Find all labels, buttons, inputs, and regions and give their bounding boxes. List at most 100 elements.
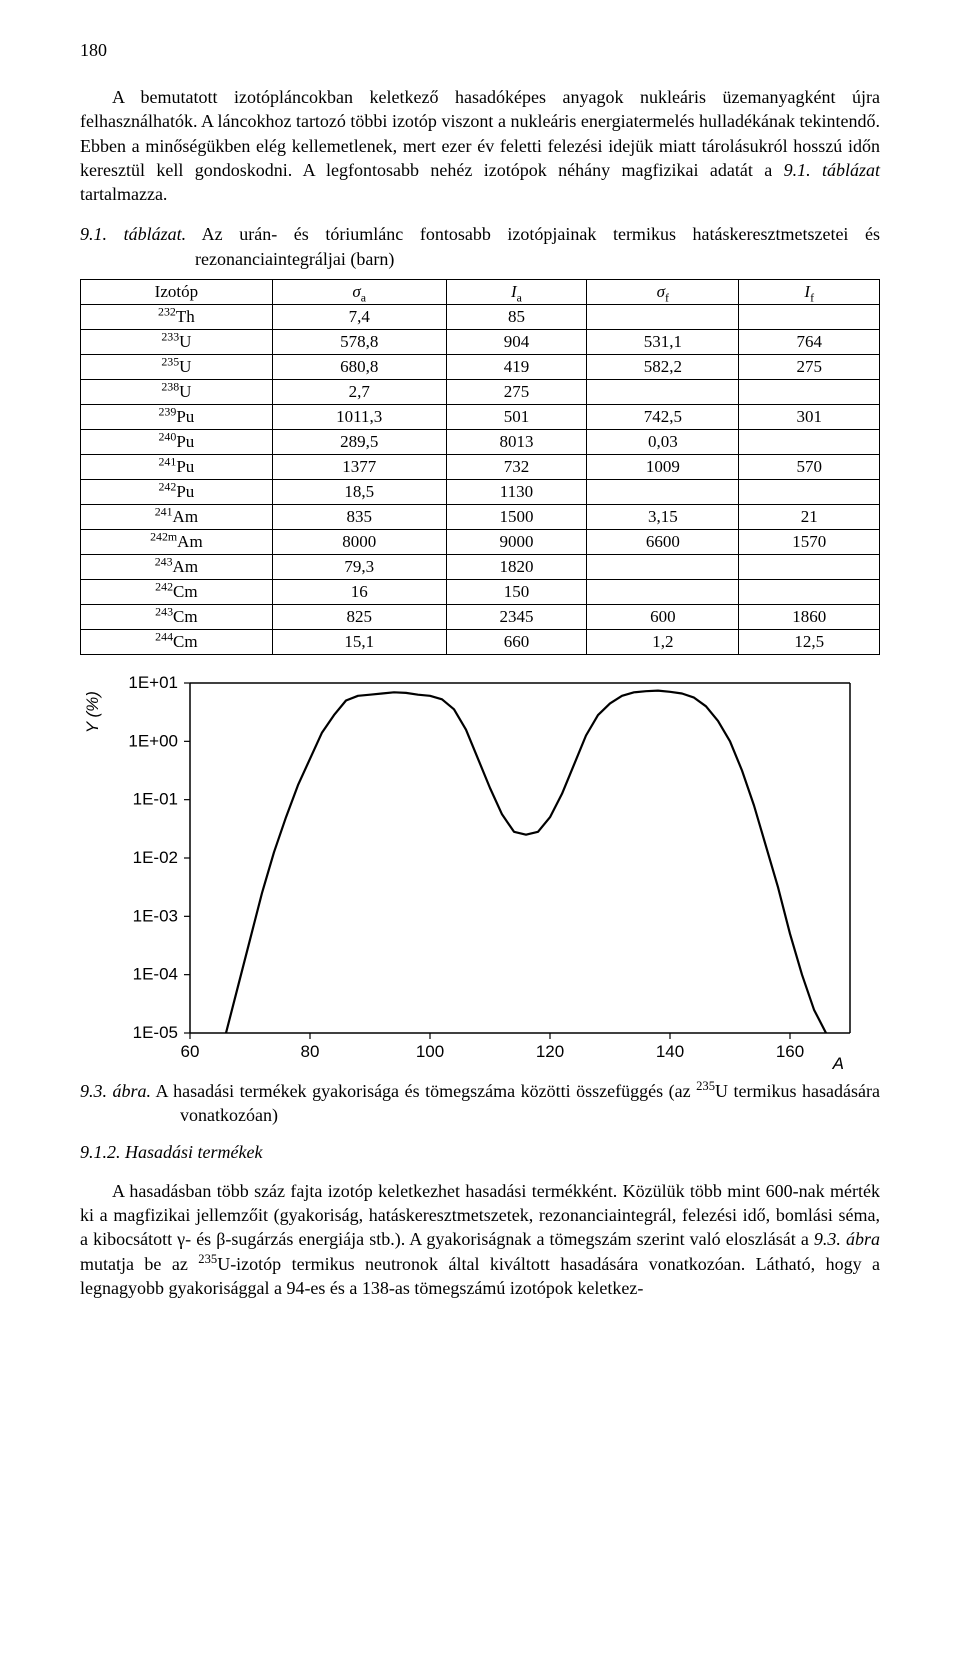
value-cell: 1130 <box>446 480 587 505</box>
table-row: 233U578,8904531,1764 <box>81 330 880 355</box>
value-cell: 1,2 <box>587 630 739 655</box>
table-row: 242Cm16150 <box>81 580 880 605</box>
isotope-cell: 239Pu <box>81 405 273 430</box>
value-cell: 742,5 <box>587 405 739 430</box>
table-header-row: Izotóp σa Ia σf If <box>81 280 880 305</box>
svg-text:1E-04: 1E-04 <box>133 965 178 984</box>
value-cell <box>587 305 739 330</box>
svg-text:60: 60 <box>181 1042 200 1061</box>
table-row: 238U2,7275 <box>81 380 880 405</box>
value-cell: 7,4 <box>272 305 446 330</box>
para2-iso-pre: 235 <box>198 1252 217 1266</box>
isotope-cell: 242Cm <box>81 580 273 605</box>
value-cell: 1500 <box>446 505 587 530</box>
value-cell: 21 <box>739 505 880 530</box>
value-cell: 825 <box>272 605 446 630</box>
value-cell: 275 <box>446 380 587 405</box>
value-cell: 85 <box>446 305 587 330</box>
section-heading: 9.1.2. Hasadási termékek <box>80 1142 880 1163</box>
value-cell: 8013 <box>446 430 587 455</box>
svg-text:120: 120 <box>536 1042 564 1061</box>
isotope-cell: 238U <box>81 380 273 405</box>
value-cell: 419 <box>446 355 587 380</box>
para1-tail: tartalmazza. <box>80 184 167 204</box>
value-cell: 0,03 <box>587 430 739 455</box>
table-row: 239Pu1011,3501742,5301 <box>81 405 880 430</box>
value-cell: 531,1 <box>587 330 739 355</box>
table-row: 242mAm8000900066001570 <box>81 530 880 555</box>
page-number: 180 <box>80 40 880 61</box>
table-row: 241Am83515003,1521 <box>81 505 880 530</box>
isotope-cell: 242Pu <box>81 480 273 505</box>
para2-iso-sym: U <box>217 1254 230 1274</box>
figure-number: 9.3. ábra. <box>80 1081 151 1101</box>
svg-text:1E+01: 1E+01 <box>128 673 178 692</box>
value-cell: 301 <box>739 405 880 430</box>
value-cell: 12,5 <box>739 630 880 655</box>
value-cell <box>739 480 880 505</box>
value-cell <box>739 305 880 330</box>
table-caption-rest: Az urán- és tóriumlánc fontosabb izotópj… <box>186 224 880 268</box>
para2-b: mutatja be az <box>80 1254 198 1274</box>
svg-text:100: 100 <box>416 1042 444 1061</box>
svg-text:1E-02: 1E-02 <box>133 848 178 867</box>
isotope-cell: 235U <box>81 355 273 380</box>
paragraph-2: A hasadásban több száz fajta izotóp kele… <box>80 1179 880 1300</box>
table-row: 243Cm82523456001860 <box>81 605 880 630</box>
value-cell: 835 <box>272 505 446 530</box>
value-cell <box>739 580 880 605</box>
value-cell <box>739 380 880 405</box>
para1-ref: 9.1. táblázat <box>784 160 880 180</box>
value-cell: 680,8 <box>272 355 446 380</box>
para2-ref: 9.3. ábra <box>814 1229 880 1249</box>
value-cell: 1011,3 <box>272 405 446 430</box>
isotope-cell: 232Th <box>81 305 273 330</box>
table-row: 243Am79,31820 <box>81 555 880 580</box>
isotope-cell: 241Am <box>81 505 273 530</box>
svg-text:160: 160 <box>776 1042 804 1061</box>
figure-iso-sym: U <box>715 1081 728 1101</box>
figure-iso-pre: 235 <box>696 1079 715 1093</box>
col-I-f: If <box>739 280 880 305</box>
isotope-cell: 233U <box>81 330 273 355</box>
fission-yield-chart: 1E-051E-041E-031E-021E-011E+001E+0160801… <box>80 673 880 1073</box>
value-cell: 1009 <box>587 455 739 480</box>
value-cell: 3,15 <box>587 505 739 530</box>
value-cell: 9000 <box>446 530 587 555</box>
isotope-cell: 241Pu <box>81 455 273 480</box>
table-caption: 9.1. táblázat. Az urán- és tóriumlánc fo… <box>80 222 880 271</box>
value-cell: 16 <box>272 580 446 605</box>
value-cell: 570 <box>739 455 880 480</box>
value-cell: 275 <box>739 355 880 380</box>
figure-caption: 9.3. ábra. A hasadási termékek gyakorisá… <box>80 1079 880 1128</box>
value-cell: 764 <box>739 330 880 355</box>
paragraph-1: A bemutatott izotópláncokban keletkező h… <box>80 85 880 206</box>
isotope-table: Izotóp σa Ia σf If 232Th7,485233U578,890… <box>80 279 880 655</box>
value-cell: 150 <box>446 580 587 605</box>
value-cell: 1820 <box>446 555 587 580</box>
col-sigma-f: σf <box>587 280 739 305</box>
svg-text:1E+00: 1E+00 <box>128 731 178 750</box>
table-row: 242Pu18,51130 <box>81 480 880 505</box>
value-cell <box>739 430 880 455</box>
table-row: 241Pu13777321009570 <box>81 455 880 480</box>
value-cell: 1570 <box>739 530 880 555</box>
svg-text:80: 80 <box>301 1042 320 1061</box>
svg-text:1E-03: 1E-03 <box>133 906 178 925</box>
value-cell: 1377 <box>272 455 446 480</box>
page: 180 A bemutatott izotópláncokban keletke… <box>0 0 960 1356</box>
value-cell: 660 <box>446 630 587 655</box>
svg-text:1E-01: 1E-01 <box>133 790 178 809</box>
value-cell <box>587 380 739 405</box>
table-caption-lead: 9.1. táblázat. <box>80 224 186 244</box>
value-cell: 578,8 <box>272 330 446 355</box>
value-cell: 582,2 <box>587 355 739 380</box>
table-row: 235U680,8419582,2275 <box>81 355 880 380</box>
value-cell: 79,3 <box>272 555 446 580</box>
col-I-a: Ia <box>446 280 587 305</box>
svg-text:140: 140 <box>656 1042 684 1061</box>
value-cell: 289,5 <box>272 430 446 455</box>
value-cell: 2345 <box>446 605 587 630</box>
isotope-cell: 243Am <box>81 555 273 580</box>
svg-text:A: A <box>832 1054 844 1073</box>
